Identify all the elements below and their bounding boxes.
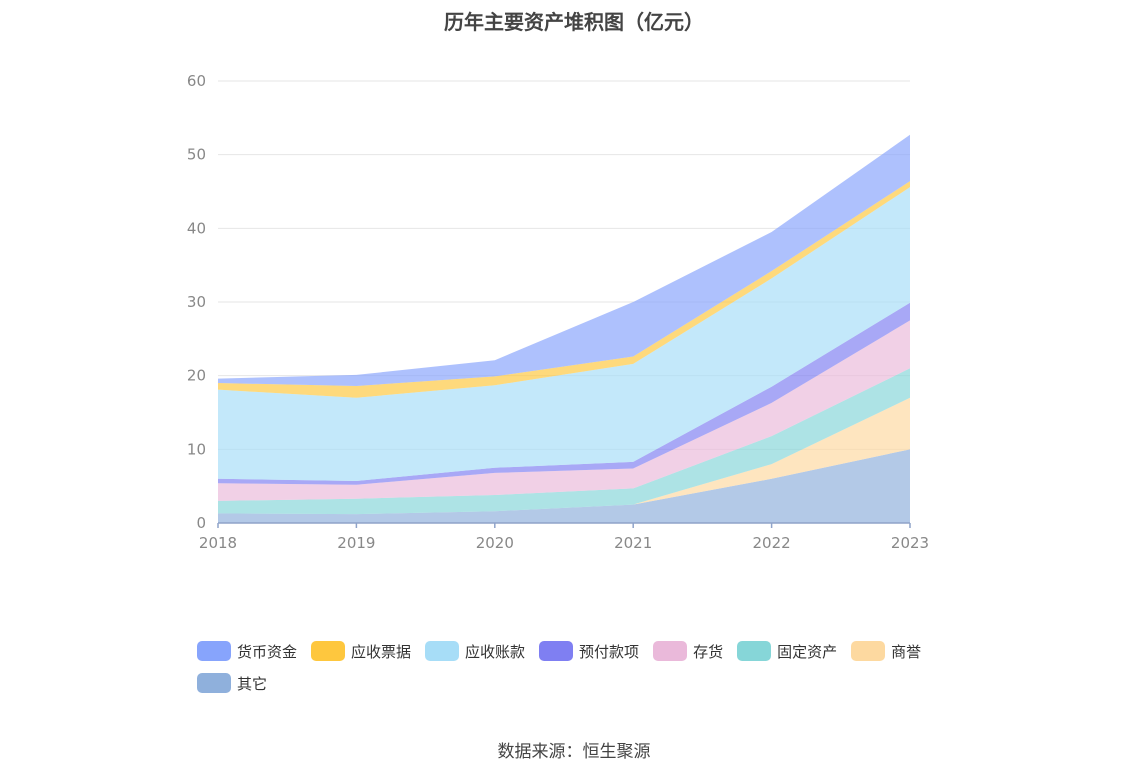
legend-label: 其它 [237,674,268,693]
x-tick-label: 2019 [337,534,375,552]
y-tick-label: 30 [187,293,206,311]
area-series [218,449,910,523]
chart-title: 历年主要资产堆积图（亿元） [444,10,704,34]
legend-label: 应收票据 [351,642,412,661]
area-series [218,397,910,515]
legend-item-goodwill[interactable]: 商誉 [851,640,921,662]
area-series [218,320,910,501]
legend-swatch [425,641,460,661]
legend-swatch [539,641,574,661]
x-tick-label: 2018 [199,534,237,552]
y-tick-label: 10 [187,440,206,458]
legend-item-accounts-receivable[interactable]: 应收账款 [425,640,525,662]
legend-label: 商誉 [891,642,922,661]
legend-item-other[interactable]: 其它 [197,672,267,694]
legend-item-fixed-assets[interactable]: 固定资产 [737,640,837,662]
y-tick-label: 50 [187,146,206,164]
y-tick-label: 0 [196,514,206,532]
area-series [218,368,910,515]
area-series [218,302,910,485]
legend-label: 预付款项 [579,642,640,661]
legend: 货币资金 应收票据 应收账款 预付款项 存货 固定资产 商誉 其它 [197,640,977,694]
legend-swatch [197,673,231,693]
legend-swatch [653,641,688,661]
legend-swatch [851,641,886,661]
stacked-area-chart: 0 10 20 30 40 50 60 2018 2019 2020 2021 2022 2023 [187,72,929,552]
legend-label: 固定资产 [777,642,838,661]
legend-swatch [737,641,772,661]
legend-item-notes-receivable[interactable]: 应收票据 [311,640,411,662]
axis-layer: 0 10 20 30 40 50 60 2018 2019 2020 2021 2022 2023 [187,72,929,552]
x-tick-label: 2022 [753,534,791,552]
area-layer [218,134,910,523]
legend-swatch [311,641,346,661]
data-source: 数据来源：恒生聚源 [497,742,651,762]
y-tick-label: 60 [187,72,206,90]
x-tick-label: 2023 [891,534,929,552]
x-tick-label: 2020 [476,534,514,552]
x-tick-label: 2021 [614,534,652,552]
legend-label: 货币资金 [237,642,298,661]
legend-item-inventory[interactable]: 存货 [653,640,723,662]
legend-item-prepayments[interactable]: 预付款项 [539,640,639,662]
legend-label: 应收账款 [465,642,526,661]
area-series [218,134,910,386]
y-tick-label: 40 [187,219,206,237]
legend-swatch [197,641,231,661]
legend-item-cash[interactable]: 货币资金 [197,640,297,662]
y-tick-label: 20 [187,367,206,385]
legend-label: 存货 [693,642,724,661]
area-series [218,187,910,482]
